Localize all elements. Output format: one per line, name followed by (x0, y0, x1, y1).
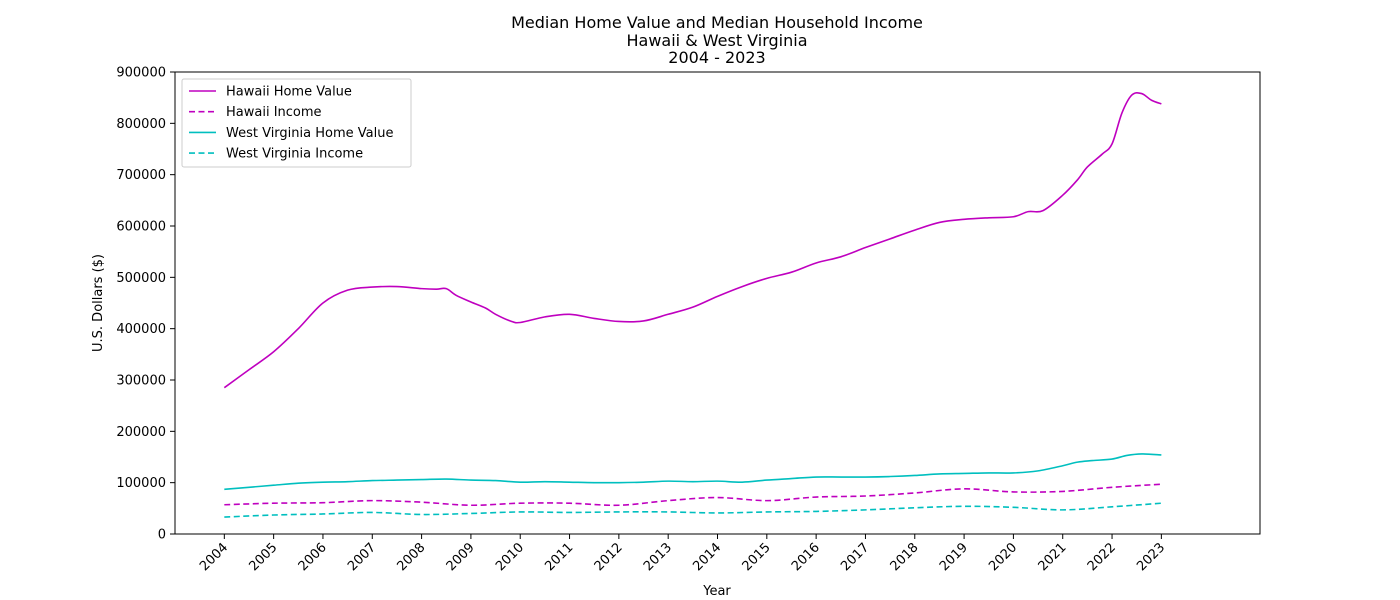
y-tick-label: 0 (158, 528, 166, 543)
x-tick-label: 2016 (789, 540, 823, 574)
x-tick-label: 2022 (1085, 540, 1119, 574)
y-axis-label: U.S. Dollars ($) (91, 254, 106, 352)
legend-label-hawaii-home-value: Hawaii Home Value (226, 85, 352, 100)
series-line-hawaii-income (224, 483, 1162, 507)
series-layer (223, 91, 1162, 518)
y-tick-label: 700000 (116, 168, 166, 183)
x-tick-label: 2004 (197, 540, 231, 574)
x-tick-label: 2021 (1036, 540, 1070, 574)
y-tick-label: 500000 (116, 271, 166, 286)
y-tick-label: 800000 (116, 117, 166, 132)
legend-label-west-virginia-home-value: West Virginia Home Value (226, 126, 393, 141)
y-tick-label: 900000 (116, 66, 166, 81)
x-tick-label: 2018 (888, 540, 922, 574)
x-tick-label: 2020 (986, 540, 1020, 574)
x-tick-label: 2008 (394, 540, 428, 574)
x-tick-label: 2013 (641, 540, 675, 574)
legend: Hawaii Home Value Hawaii Income West Virgi… (181, 78, 412, 168)
x-tick-label: 2011 (542, 540, 576, 574)
x-axis-label: Year (702, 584, 731, 599)
plot-frame (174, 71, 1261, 535)
x-tick-label: 2019 (937, 540, 971, 574)
chart-title: Median Home Value and Median Household I… (511, 13, 923, 67)
legend-label-west-virginia-income: West Virginia Income (226, 147, 363, 162)
y-axis-ticks: 0 100000 200000 300000 400000 500000 600000 700… (116, 66, 175, 543)
x-tick-label: 2012 (592, 540, 626, 574)
y-tick-label: 100000 (116, 476, 166, 491)
series-line-west-virginia-income (224, 502, 1162, 518)
y-tick-label: 200000 (116, 425, 166, 440)
x-tick-label: 2010 (493, 540, 527, 574)
x-tick-label: 2006 (296, 540, 330, 574)
x-tick-label: 2007 (345, 540, 379, 574)
chart-title-line-1: Median Home Value and Median Household I… (511, 13, 923, 32)
x-tick-label: 2005 (246, 540, 280, 574)
x-tick-label: 2023 (1134, 540, 1168, 574)
x-axis-ticks: 2004 2005 2006 2007 2008 2009 2010 2011 2012 2013… (197, 534, 1168, 574)
y-tick-label: 400000 (116, 322, 166, 337)
x-tick-label: 2014 (690, 540, 724, 574)
series-line-west-virginia-home-value (224, 453, 1162, 491)
chart-title-line-2: Hawaii & West Virginia (626, 31, 807, 50)
x-tick-label: 2017 (838, 540, 872, 574)
x-tick-label: 2009 (444, 540, 478, 574)
x-tick-label: 2015 (740, 540, 774, 574)
y-tick-label: 600000 (116, 220, 166, 235)
chart-title-line-3: 2004 - 2023 (668, 48, 765, 67)
y-tick-label: 300000 (116, 374, 166, 389)
legend-label-hawaii-income: Hawaii Income (226, 105, 322, 120)
series-line-hawaii-home-value (223, 91, 1162, 389)
legend-box (181, 78, 412, 168)
